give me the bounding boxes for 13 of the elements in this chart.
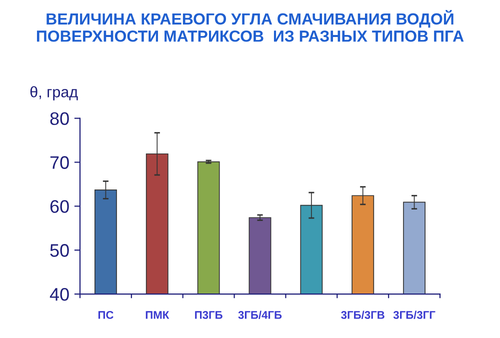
y-tick-label: 70 — [50, 156, 69, 169]
x-tick-label: П3ГБ — [195, 311, 222, 319]
y-tick-label: 40 — [50, 288, 69, 301]
y-tick-label: 50 — [50, 244, 69, 257]
chart-title: ВЕЛИЧИНА КРАЕВОГО УГЛА СМАЧИВАНИЯ ВОДОЙ ПОВЕРХНОСТИ МАТРИКСОВ ИЗ РАЗНЫХ ТИПОВ ПГА — [36, 10, 464, 42]
x-tick-label: 3ГБ/4ГБ — [238, 310, 282, 319]
y-axis-title: θ, град — [30, 86, 78, 100]
x-tick-label: ПС — [98, 311, 114, 319]
x-tick-label: 3ГБ/3ГГ — [393, 310, 436, 319]
x-tick-label: 3ГБ/3ГВ — [341, 310, 384, 319]
y-tick-label: 80 — [50, 112, 69, 126]
y-tick-label: 60 — [50, 200, 69, 213]
x-tick-label: ПМК — [146, 311, 170, 319]
